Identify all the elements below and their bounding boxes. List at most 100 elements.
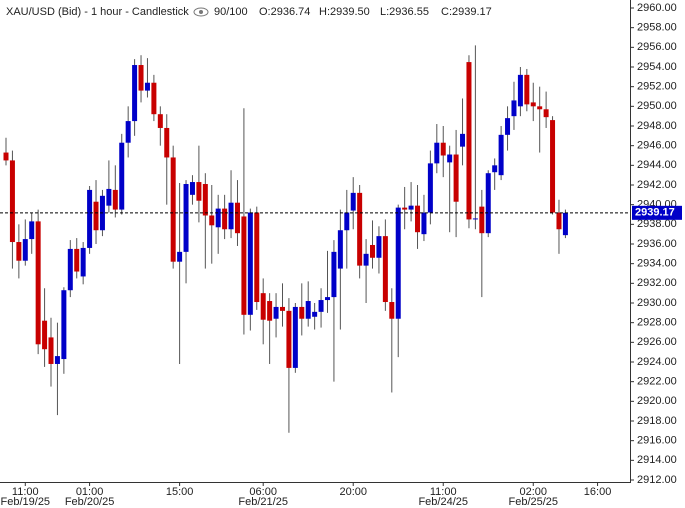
y-tick-label: 2954.00 xyxy=(637,61,677,73)
y-tick-label: 2918.00 xyxy=(637,415,677,427)
candle-body xyxy=(260,293,266,320)
candle-body xyxy=(54,356,60,364)
candle-body xyxy=(543,109,549,118)
chart-title: XAU/USD (Bid) - 1 hour - Candlestick xyxy=(6,6,189,18)
candle-body xyxy=(112,189,118,210)
y-tick-label: 2924.00 xyxy=(637,356,677,368)
candle-body xyxy=(479,206,485,234)
y-tick-label: 2956.00 xyxy=(637,41,677,53)
last-price-box xyxy=(632,205,682,220)
x-date-label: Feb/20/25 xyxy=(65,496,115,508)
candle-body xyxy=(550,120,556,213)
candle-body xyxy=(215,208,221,228)
candle-body xyxy=(177,251,183,262)
eye-icon[interactable] xyxy=(193,7,209,17)
header-stat: L:2936.55 xyxy=(380,6,429,18)
candle-body xyxy=(305,301,311,319)
y-tick-label: 2914.00 xyxy=(637,454,677,466)
candle-body xyxy=(209,215,215,226)
candle-body xyxy=(440,142,446,156)
candle-body xyxy=(80,247,86,277)
candle-body xyxy=(254,212,260,303)
candle-body xyxy=(286,310,292,368)
candle-body xyxy=(434,142,440,164)
x-tick-label: 01:00 xyxy=(76,486,104,498)
candle-body xyxy=(447,154,453,163)
candle-body xyxy=(202,184,208,216)
candle-body xyxy=(267,301,273,321)
y-tick-label: 2932.00 xyxy=(637,277,677,289)
candle-body xyxy=(48,337,54,364)
y-tick-label: 2938.00 xyxy=(637,218,677,230)
candle-body xyxy=(318,300,324,312)
eye-pupil xyxy=(199,10,203,14)
y-tick-label: 2912.00 xyxy=(637,474,677,486)
y-tick-label: 2928.00 xyxy=(637,317,677,329)
y-tick-label: 2930.00 xyxy=(637,297,677,309)
candle-body xyxy=(228,202,234,230)
y-tick-label: 2946.00 xyxy=(637,140,677,152)
candle-body xyxy=(485,173,491,234)
candle-body xyxy=(408,205,414,210)
candle-body xyxy=(524,74,530,105)
candle-body xyxy=(125,121,131,143)
candle-body xyxy=(331,251,337,298)
candle-body xyxy=(363,253,369,266)
y-tick-label: 2950.00 xyxy=(637,100,677,112)
header-stat: O:2936.74 xyxy=(259,6,310,18)
y-tick-label: 2920.00 xyxy=(637,395,677,407)
candle-body xyxy=(562,212,568,236)
candle-body xyxy=(119,142,125,210)
y-tick-label: 2926.00 xyxy=(637,336,677,348)
candle-body xyxy=(517,74,523,107)
candle-body xyxy=(279,306,285,311)
x-tick-label: 02:00 xyxy=(519,486,547,498)
y-tick-label: 2958.00 xyxy=(637,22,677,34)
candle-body xyxy=(382,236,388,303)
candle-body xyxy=(511,100,517,117)
candle-body xyxy=(357,192,363,266)
candle-body xyxy=(344,212,350,231)
y-tick-label: 2922.00 xyxy=(637,376,677,388)
x-tick-label: 15:00 xyxy=(166,486,194,498)
header-stat: 90/100 xyxy=(214,6,248,18)
y-tick-label: 2948.00 xyxy=(637,120,677,132)
candle-body xyxy=(492,165,498,173)
candle-body xyxy=(222,208,228,230)
x-date-label: Feb/19/25 xyxy=(1,496,51,508)
candle-body xyxy=(292,306,298,368)
candle-body xyxy=(22,239,28,261)
y-tick-label: 2916.00 xyxy=(637,435,677,447)
candle-body xyxy=(3,152,9,161)
candle-body xyxy=(16,242,22,261)
candle-body xyxy=(234,202,240,234)
candle-body xyxy=(350,192,356,211)
y-tick-label: 2944.00 xyxy=(637,159,677,171)
candle-body xyxy=(530,102,536,107)
candle-body xyxy=(29,221,35,240)
header-stat: C:2939.17 xyxy=(441,6,492,18)
eye-outline xyxy=(193,7,209,17)
candle-body xyxy=(93,201,99,231)
candle-body xyxy=(402,207,408,210)
candle-body xyxy=(273,306,279,319)
candle-body xyxy=(421,212,427,235)
candle-body xyxy=(241,216,247,315)
candle-body xyxy=(42,320,48,350)
candle-body xyxy=(466,62,472,220)
candle-body xyxy=(9,160,15,243)
candle-body xyxy=(427,163,433,213)
y-tick-label: 2934.00 xyxy=(637,258,677,270)
x-date-label: Feb/24/25 xyxy=(418,496,468,508)
header-stat: H:2939.50 xyxy=(319,6,370,18)
candle-body xyxy=(164,127,170,158)
candle-body xyxy=(498,134,504,176)
candle-body xyxy=(183,184,189,252)
last-price-label: 2939.17 xyxy=(635,207,675,219)
candle-body xyxy=(395,207,401,319)
candle-body xyxy=(370,244,376,258)
x-date-label: Feb/25/25 xyxy=(508,496,558,508)
candle-body xyxy=(325,297,330,301)
